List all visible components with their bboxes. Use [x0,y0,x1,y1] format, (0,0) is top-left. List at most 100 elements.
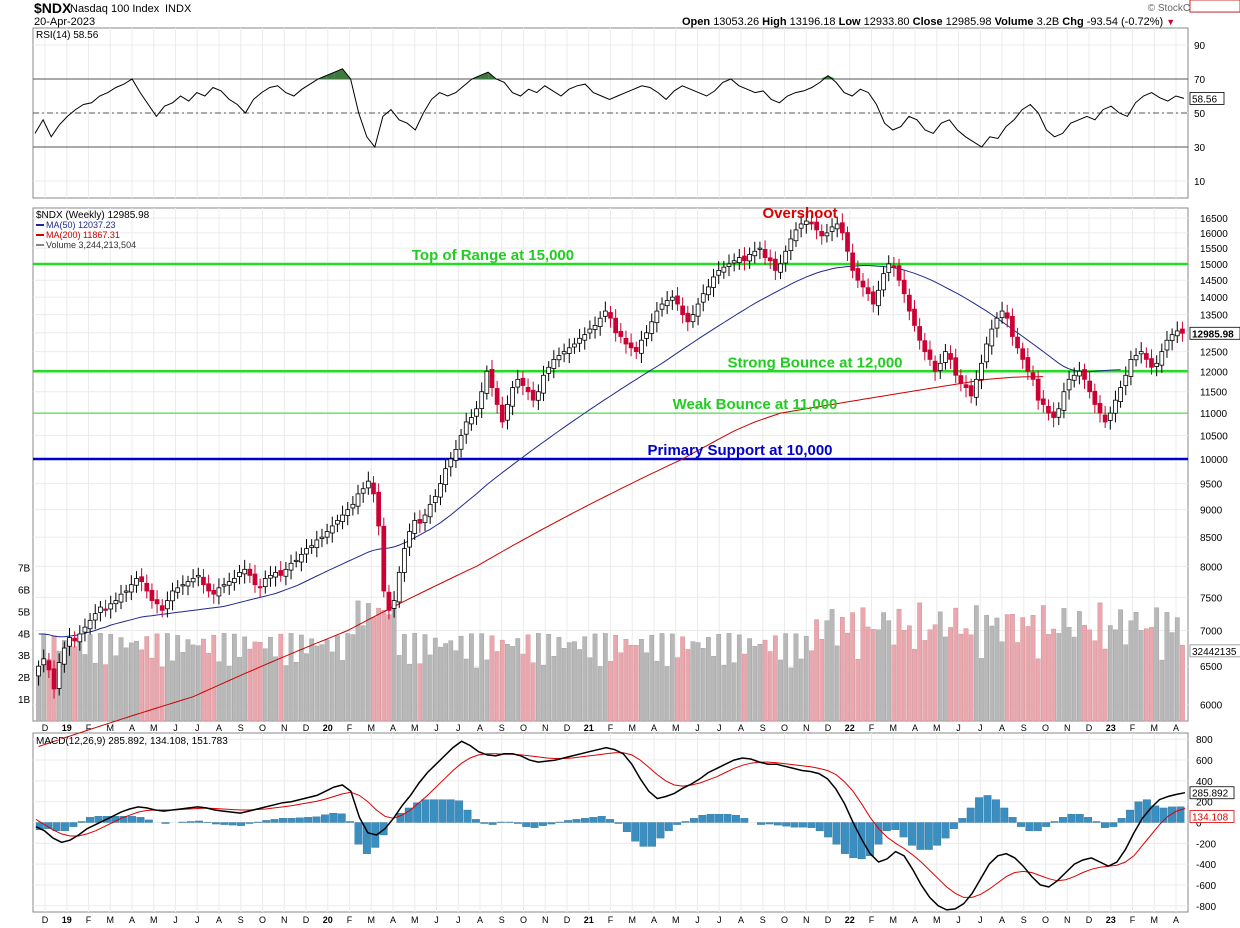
candle-body [906,294,912,312]
macd-histogram-bar [86,817,95,823]
x-tick-label: A [129,915,135,925]
x-tick-label: S [499,915,505,925]
macd-y-tick-label: 200 [1196,798,1213,809]
volume-value-box [1189,644,1240,658]
candle-body [505,404,510,421]
volume-bar [98,633,103,722]
macd-histogram-bar [471,819,480,823]
volume-bar [469,633,474,722]
candle-body [608,312,613,319]
candle-body [561,351,567,355]
x-tick-label: S [238,723,244,733]
macd-histogram-bar [731,815,740,823]
volume-bar [82,654,88,722]
x-tick-label: N [1064,723,1071,733]
macd-histogram-bar [916,822,925,850]
price-y-tick-label: 6000 [1200,701,1223,712]
macd-histogram-bar [1042,822,1051,827]
rsi-overbought-fill [819,75,828,79]
volume-bar [1149,627,1154,722]
volume-bar [293,662,299,722]
macd-histogram-bar [35,822,44,830]
candle-body [1087,380,1093,393]
volume-bar [1051,628,1056,722]
candle-body [67,637,72,647]
macd-line [35,740,1186,911]
x-tick-label: F [86,915,92,925]
macd-histogram-bar [220,822,229,825]
macd-value-tag: 285.892 [1192,789,1229,800]
volume-bar [664,666,670,722]
x-tick-label: F [869,723,875,733]
x-tick-label: F [608,723,614,733]
macd-histogram-bar [497,821,505,823]
candle-body [36,665,41,677]
volume-bar [72,646,78,722]
signal-value-tag: 134.108 [1192,813,1229,824]
candle-body [1164,339,1170,351]
volume-bar [675,657,680,722]
macd-histogram-bar [144,819,153,823]
volume-bar [1092,640,1098,722]
x-tick-label: F [869,915,875,925]
volume-bar [1118,609,1123,722]
candle-body [1123,374,1129,387]
volume-bar [345,633,351,722]
x-tick-label: O [1042,723,1049,733]
volume-bar [633,645,639,722]
volume-bar [360,625,366,722]
candle-body [324,531,330,538]
candle-body [144,582,150,592]
candle-body [499,404,505,423]
candle-body [391,600,397,609]
macd-histogram-bar [975,797,984,823]
volume-bar [170,660,175,722]
candle-body [412,520,418,534]
candle-body [814,221,819,231]
change-down-icon: ▼ [1166,17,1176,27]
volume-bar [963,628,969,722]
annotation-label: Primary Support at 10,000 [647,442,832,459]
candle-body [602,310,608,317]
x-tick-label: J [956,915,961,925]
rsi-overbought-fill [326,72,335,79]
volume-bar [819,638,825,722]
macd-histogram-bar [77,821,86,823]
volume-bar [273,656,278,722]
x-tick-label: 21 [584,723,594,733]
macd-histogram-bar [304,817,313,823]
volume-bar [185,639,191,722]
x-tick-label: A [651,723,657,733]
x-tick-label: O [781,915,788,925]
volume-bar [386,614,392,722]
volume-bar [953,607,959,722]
candle-body [1128,359,1134,377]
price-y-tick-label: 16000 [1200,229,1228,240]
x-tick-label: O [259,915,266,925]
volume-bar [896,609,902,722]
volume-bar [602,633,608,722]
macd-histogram-bar [1159,807,1168,823]
macd-histogram-bar [455,800,464,823]
candle-body [1092,390,1098,405]
x-tick-label: D [1086,723,1093,733]
volume-bar [1056,633,1062,722]
x-tick-label: J [456,723,461,733]
candle-body [489,369,495,388]
volume-bar [1030,615,1036,722]
candle-body [458,435,464,450]
macd-y-tick-label: 0 [1196,819,1202,830]
candle-body [87,619,93,630]
candle-body [340,514,345,522]
quote-high-value: 13196.18 [789,16,836,28]
candle-body [376,491,381,527]
candle-body [1077,370,1082,377]
x-tick-label: 22 [845,723,855,733]
macd-histogram-bar [1092,821,1101,823]
macd-histogram-bar [799,822,807,828]
macd-histogram-bar [950,822,958,829]
macd-legend: MACD(12,26,9) 285.892, 134.108, 151.783 [36,736,228,747]
macd-histogram-bar [614,822,623,824]
x-tick-label: D [564,723,571,733]
quote-open-value: 13053.26 [713,16,760,28]
